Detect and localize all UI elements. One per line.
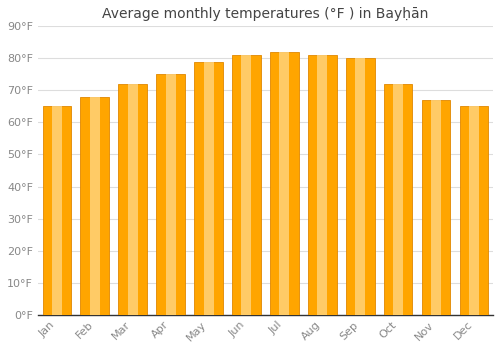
Bar bbox=[308, 55, 336, 315]
Title: Average monthly temperatures (°F ) in Bayḥān: Average monthly temperatures (°F ) in Ba… bbox=[102, 7, 428, 21]
Bar bbox=[356, 58, 366, 315]
Bar bbox=[232, 55, 260, 315]
Bar bbox=[393, 84, 403, 315]
Bar bbox=[156, 74, 185, 315]
Bar bbox=[242, 55, 252, 315]
Bar bbox=[384, 84, 412, 315]
Bar bbox=[52, 106, 62, 315]
Bar bbox=[166, 74, 175, 315]
Bar bbox=[204, 62, 214, 315]
Bar bbox=[128, 84, 138, 315]
Bar bbox=[90, 97, 100, 315]
Bar bbox=[280, 52, 289, 315]
Bar bbox=[346, 58, 374, 315]
Bar bbox=[469, 106, 479, 315]
Bar bbox=[194, 62, 223, 315]
Bar bbox=[270, 52, 298, 315]
Bar bbox=[422, 100, 450, 315]
Bar bbox=[80, 97, 109, 315]
Bar bbox=[42, 106, 71, 315]
Bar bbox=[118, 84, 147, 315]
Bar bbox=[460, 106, 488, 315]
Bar bbox=[318, 55, 328, 315]
Bar bbox=[431, 100, 441, 315]
